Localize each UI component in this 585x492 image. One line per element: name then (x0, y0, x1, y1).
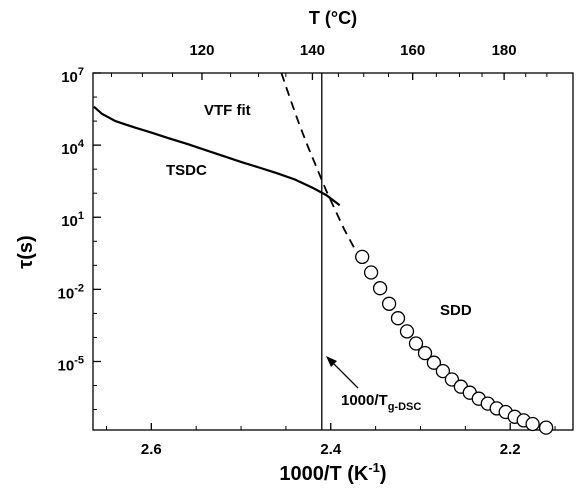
sdd-data-point (435, 363, 451, 379)
tg-arrow (326, 356, 359, 389)
annotation-tg-subscript: g-DSC (388, 401, 422, 413)
y-tick-label: 10-5 (58, 354, 84, 374)
top-axis-title: T (°C) (309, 8, 357, 28)
sdd-data-point (408, 336, 424, 351)
top-tick-label: 160 (400, 42, 425, 59)
series-sdd-points (355, 249, 554, 435)
sdd-data-point (372, 281, 388, 296)
x-tick-labels: 2.6 2.4 2.2 (141, 441, 521, 458)
y-tick-exponent: -2 (74, 282, 84, 294)
annotation-vtf-fit: VTF fit (204, 102, 251, 119)
major-ticks (93, 72, 511, 430)
y-tick-exponent: 7 (78, 66, 84, 78)
sdd-data-point (381, 296, 397, 311)
y-tick-label: 10-2 (58, 282, 84, 302)
top-tick-label: 180 (492, 42, 517, 59)
top-tick-label: 120 (189, 42, 214, 59)
y-tick-exponent: -5 (74, 354, 84, 366)
minor-ticks (93, 73, 556, 430)
sdd-data-point (399, 324, 415, 339)
x-axis-title-superscript: -1 (368, 460, 380, 475)
x-tick-label: 2.2 (500, 441, 521, 458)
tg-arrow-head (326, 356, 337, 367)
sdd-data-point (390, 311, 406, 326)
sdd-data-point (417, 345, 433, 361)
series-vtf-fit-line (280, 72, 361, 257)
y-tick-exponent: 1 (78, 210, 84, 222)
top-tick-labels: 120 140 160 180 (189, 42, 516, 59)
y-tick-label: 107 (61, 66, 84, 86)
x-tick-label: 2.4 (320, 441, 342, 458)
sdd-data-point (525, 416, 540, 432)
plot-frame (92, 72, 574, 431)
sdd-data-point (363, 265, 379, 280)
annotation-tsdc: TSDC (166, 162, 207, 179)
y-tick-label: 101 (61, 210, 84, 230)
y-axis-title: τ(s) (15, 235, 37, 268)
sdd-data-point (538, 420, 554, 435)
x-tick-label: 2.6 (141, 441, 162, 458)
annotation-tg-dsc: 1000/Tg-DSC (341, 392, 421, 413)
series-tsdc-line (93, 105, 341, 207)
sdd-data-point (426, 355, 442, 370)
y-tick-label: 104 (61, 138, 85, 158)
tg-arrow-shaft (329, 359, 359, 389)
sdd-data-point (355, 249, 370, 265)
annotation-sdd: SDD (440, 302, 472, 319)
x-axis-title: 1000/T (K-1) (279, 460, 386, 485)
top-tick-label: 140 (300, 42, 325, 59)
y-tick-labels: 107 104 101 10-2 10-5 (58, 66, 85, 374)
y-tick-exponent: 4 (78, 138, 85, 150)
